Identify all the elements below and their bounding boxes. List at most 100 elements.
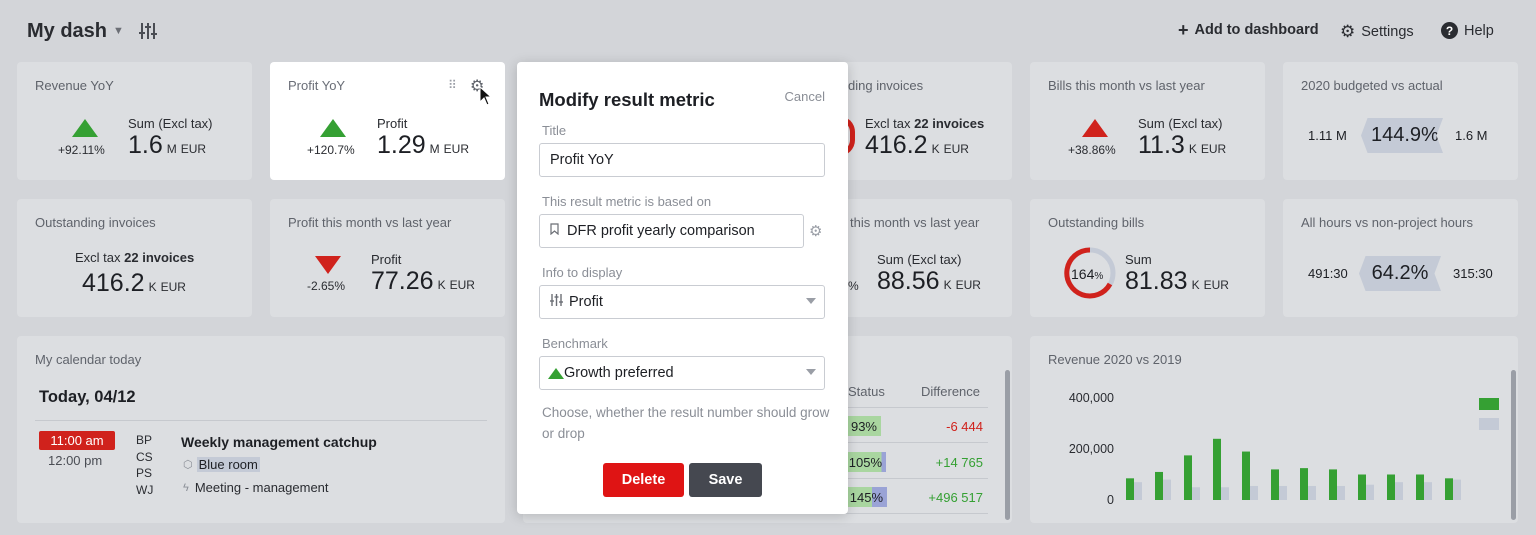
outstanding-invoices-card[interactable]: Outstanding invoices Excl tax 22 invoice… [17, 199, 252, 317]
card-title: Profit this month vs last year [288, 215, 452, 230]
help-button[interactable]: ? Help [1441, 22, 1494, 39]
chart-bar[interactable] [1337, 485, 1345, 500]
chart-bar[interactable] [1424, 482, 1432, 500]
legend-swatch[interactable] [1479, 398, 1499, 410]
outstanding-bills-card[interactable]: Outstanding bills 164% Sum 81.83 K EUR [1030, 199, 1265, 317]
change-percent: % [848, 279, 859, 293]
info-select[interactable]: Profit [539, 285, 825, 319]
arrow-up-icon [72, 119, 98, 137]
arrow-up-icon [548, 367, 564, 379]
metric-value: 416.2 K EUR [865, 131, 969, 159]
chart-bar[interactable] [1271, 469, 1279, 500]
chart-bar[interactable] [1250, 485, 1258, 500]
metric-value: 77.26 K EUR [371, 267, 475, 295]
chart-bar[interactable] [1445, 478, 1453, 500]
arrow-up-icon [1082, 119, 1108, 137]
card-title: 2020 budgeted vs actual [1301, 78, 1443, 93]
event-room: ⬡ Blue room [183, 457, 260, 472]
metric-label: Excl tax 22 invoices [865, 116, 985, 131]
status-bar: 105% [848, 452, 886, 472]
chart-bar[interactable] [1329, 469, 1337, 500]
add-to-dashboard-label: Add to dashboard [1194, 22, 1319, 38]
modal-title: Modify result metric [539, 89, 715, 110]
chart-bar[interactable] [1387, 474, 1395, 501]
lightning-icon: ϟ [183, 481, 189, 494]
change-percent: +120.7% [307, 143, 355, 157]
chart-bar[interactable] [1300, 468, 1308, 500]
gear-icon: ⚙ [1340, 22, 1356, 41]
scrollbar[interactable] [1005, 370, 1010, 520]
event-name[interactable]: Weekly management catchup [181, 434, 377, 450]
sliders-icon [550, 294, 563, 310]
non-project-hours-value: 315:30 [1453, 266, 1493, 281]
based-on-label: This result metric is based on [542, 194, 712, 209]
metric-label: Sum (Excl tax) [877, 252, 962, 267]
bills-month-card[interactable]: Bills this month vs last year +38.86% Su… [1030, 62, 1265, 180]
chart-bar[interactable] [1134, 482, 1142, 500]
filter-sliders-icon[interactable] [138, 22, 158, 45]
chart-bar[interactable] [1453, 479, 1461, 500]
y-tick-label: 200,000 [1069, 442, 1114, 456]
based-on-field[interactable]: DFR profit yearly comparison [539, 214, 804, 248]
y-tick-label: 0 [1107, 493, 1114, 507]
drag-handle-icon[interactable]: ⠿ [448, 78, 458, 92]
chart-bar[interactable] [1416, 474, 1424, 501]
ring-percent: 164% [1071, 266, 1104, 282]
benchmark-select[interactable]: Growth preferred [539, 356, 825, 390]
chart-bar[interactable] [1221, 487, 1229, 500]
chart-bar[interactable] [1213, 438, 1221, 500]
metric-label: Sum (Excl tax) [128, 116, 213, 131]
settings-button[interactable]: ⚙ Settings [1340, 22, 1414, 42]
chart-bar[interactable] [1163, 479, 1171, 500]
column-header-difference: Difference [921, 384, 981, 399]
save-button[interactable]: Save [689, 463, 762, 497]
y-tick-label: 400,000 [1069, 391, 1114, 405]
legend-swatch[interactable] [1479, 418, 1499, 430]
profit-yoy-card[interactable]: Profit YoY ⠿ ⚙ +120.7% Profit 1.29 M EUR [270, 62, 505, 180]
chart-bar[interactable] [1308, 485, 1316, 500]
dashboard-title[interactable]: My dash ▼ [27, 20, 124, 43]
budget-card[interactable]: 2020 budgeted vs actual 1.11 M 144.9% 1.… [1283, 62, 1518, 180]
card-title: Revenue YoY [35, 78, 114, 93]
metric-value: 11.3 K EUR [1138, 131, 1227, 159]
profit-month-card[interactable]: Profit this month vs last year -2.65% Pr… [270, 199, 505, 317]
cube-icon: ⬡ [183, 459, 193, 471]
hours-card[interactable]: All hours vs non-project hours 491:30 64… [1283, 199, 1518, 317]
card-title: My calendar today [35, 352, 142, 367]
title-field-label: Title [542, 123, 567, 138]
card-title: Profit YoY [288, 78, 346, 93]
chevron-down-icon [806, 369, 816, 375]
metric-label: Excl tax 22 invoices [75, 250, 195, 265]
status-bar: 93% [848, 416, 881, 436]
chart-bar[interactable] [1126, 478, 1134, 500]
add-to-dashboard-button[interactable]: + Add to dashboard [1178, 21, 1319, 39]
chart-bar[interactable] [1155, 471, 1163, 500]
change-percent: +38.86% [1068, 143, 1116, 157]
calendar-card[interactable]: My calendar today Today, 04/12 11:00 am … [17, 336, 505, 523]
chart-bar[interactable] [1242, 451, 1250, 500]
metric-label: Sum (Excl tax) [1138, 116, 1223, 131]
chart-bar[interactable] [1184, 455, 1192, 500]
revenue-yoy-card[interactable]: Revenue YoY +92.11% Sum (Excl tax) 1.6 M E… [17, 62, 252, 180]
cancel-button[interactable]: Cancel [784, 89, 825, 104]
divider [35, 420, 487, 421]
title-input[interactable]: Profit YoY [539, 143, 825, 177]
metric-label: Profit [371, 252, 402, 267]
change-percent: +92.11% [58, 143, 105, 157]
metric-label: Profit [377, 116, 408, 131]
chart-bar[interactable] [1358, 474, 1366, 501]
based-on-settings-icon[interactable]: ⚙ [809, 223, 823, 240]
difference-value: -6 444 [946, 419, 983, 434]
chart-bar[interactable] [1366, 484, 1374, 500]
metric-value: 1.29 M EUR [377, 131, 470, 159]
actual-value: 1.6 M [1455, 128, 1488, 143]
chevron-down-icon[interactable]: ▼ [113, 25, 124, 37]
chart-bar[interactable] [1279, 485, 1287, 500]
chart-bar[interactable] [1192, 487, 1200, 500]
revenue-chart-card[interactable]: Revenue 2020 vs 2019 400,000 200,000 0 [1030, 336, 1518, 523]
delete-button[interactable]: Delete [603, 463, 684, 497]
chart-bar[interactable] [1395, 482, 1403, 500]
all-hours-value: 491:30 [1308, 266, 1348, 281]
dashboard-title-text: My dash [27, 20, 108, 42]
scrollbar[interactable] [1511, 370, 1516, 520]
